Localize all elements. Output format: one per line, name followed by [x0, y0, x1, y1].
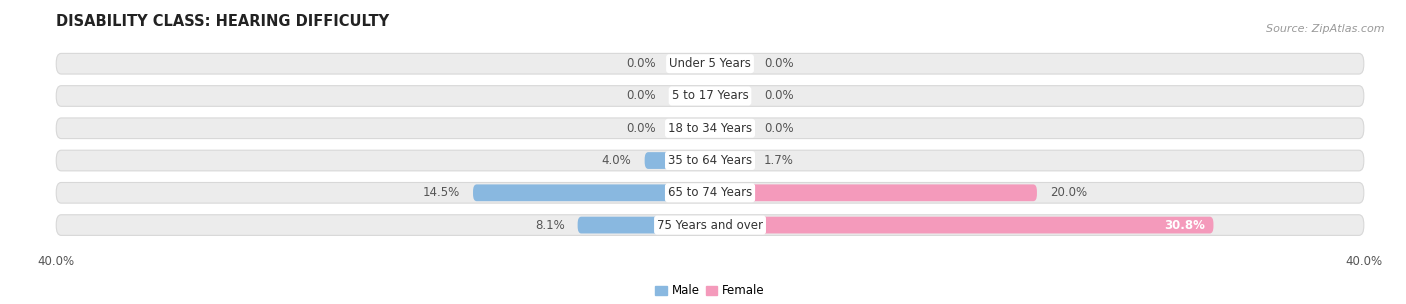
FancyBboxPatch shape — [710, 217, 1213, 233]
FancyBboxPatch shape — [56, 118, 1364, 139]
Text: 35 to 64 Years: 35 to 64 Years — [668, 154, 752, 167]
Text: 0.0%: 0.0% — [763, 89, 793, 102]
Legend: Male, Female: Male, Female — [651, 280, 769, 302]
FancyBboxPatch shape — [710, 88, 751, 104]
Text: 1.7%: 1.7% — [763, 154, 794, 167]
FancyBboxPatch shape — [56, 86, 1364, 106]
FancyBboxPatch shape — [710, 55, 751, 72]
Text: 65 to 74 Years: 65 to 74 Years — [668, 186, 752, 199]
Text: 0.0%: 0.0% — [627, 122, 657, 135]
Text: 0.0%: 0.0% — [627, 89, 657, 102]
Text: 0.0%: 0.0% — [763, 122, 793, 135]
Text: 0.0%: 0.0% — [763, 57, 793, 70]
Text: 14.5%: 14.5% — [423, 186, 460, 199]
Text: 18 to 34 Years: 18 to 34 Years — [668, 122, 752, 135]
Text: 30.8%: 30.8% — [1164, 219, 1205, 232]
Text: Under 5 Years: Under 5 Years — [669, 57, 751, 70]
FancyBboxPatch shape — [56, 54, 1364, 74]
FancyBboxPatch shape — [710, 185, 1038, 201]
Text: 4.0%: 4.0% — [602, 154, 631, 167]
FancyBboxPatch shape — [578, 217, 710, 233]
FancyBboxPatch shape — [669, 88, 710, 104]
FancyBboxPatch shape — [710, 152, 751, 169]
FancyBboxPatch shape — [472, 185, 710, 201]
Text: 5 to 17 Years: 5 to 17 Years — [672, 89, 748, 102]
FancyBboxPatch shape — [669, 120, 710, 137]
FancyBboxPatch shape — [710, 120, 751, 137]
FancyBboxPatch shape — [56, 182, 1364, 203]
FancyBboxPatch shape — [56, 150, 1364, 171]
Text: 8.1%: 8.1% — [534, 219, 565, 232]
FancyBboxPatch shape — [669, 55, 710, 72]
FancyBboxPatch shape — [644, 152, 710, 169]
Text: 75 Years and over: 75 Years and over — [657, 219, 763, 232]
Text: Source: ZipAtlas.com: Source: ZipAtlas.com — [1267, 24, 1385, 34]
Text: 20.0%: 20.0% — [1050, 186, 1087, 199]
Text: DISABILITY CLASS: HEARING DIFFICULTY: DISABILITY CLASS: HEARING DIFFICULTY — [56, 14, 389, 29]
FancyBboxPatch shape — [56, 215, 1364, 235]
Text: 0.0%: 0.0% — [627, 57, 657, 70]
